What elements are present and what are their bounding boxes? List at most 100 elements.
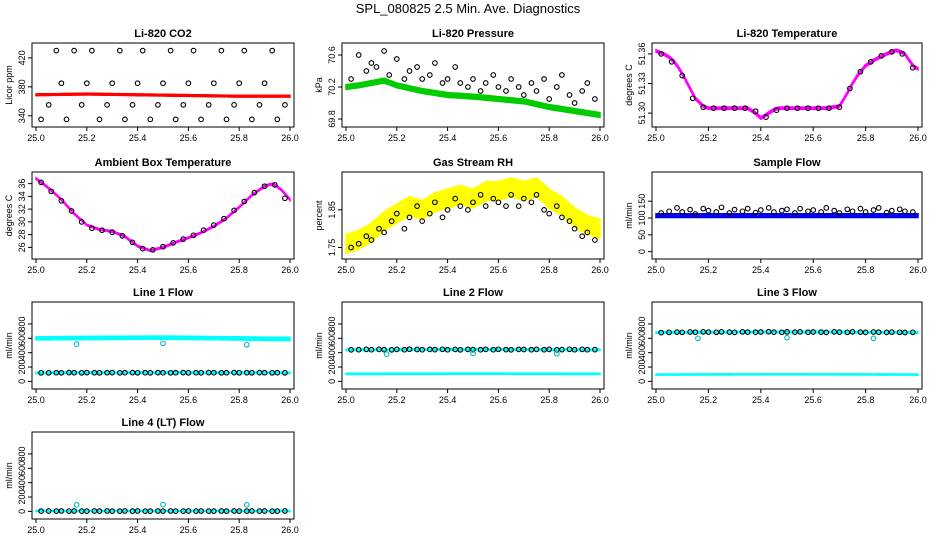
plot-title: Gas Stream RH [433, 157, 513, 169]
data-point [805, 208, 811, 215]
plot-data [655, 48, 919, 121]
data-point [744, 205, 751, 212]
y-tick-label: 400 [17, 345, 27, 360]
data-point [490, 195, 497, 202]
y-axis-label: percent [314, 200, 324, 231]
y-axis-label: Licor ppm [4, 65, 14, 105]
data-point [515, 203, 522, 209]
x-tick-label: 25.2 [78, 265, 96, 275]
data-point [883, 209, 890, 216]
data-point [147, 369, 154, 376]
x-tick-label: 25.2 [388, 265, 406, 275]
data-point [546, 96, 553, 102]
data-point [261, 183, 268, 190]
plot-frame [651, 301, 923, 390]
data-point [134, 80, 141, 87]
data-point [170, 240, 177, 246]
data-point [546, 210, 553, 217]
data-point [48, 188, 55, 195]
data-point [122, 369, 128, 376]
data-point [406, 68, 413, 74]
data-point [823, 329, 830, 336]
data-point [566, 218, 573, 224]
y-tick-label: 32 [17, 204, 27, 214]
data-point [818, 209, 824, 215]
data-point [742, 105, 748, 112]
data-point [700, 329, 707, 335]
x-tick-label: 25.6 [804, 395, 822, 405]
data-point [185, 508, 192, 514]
data-point [444, 346, 451, 353]
data-point [862, 209, 869, 215]
y-axis-label: ml/min [4, 332, 14, 359]
data-point [393, 210, 400, 217]
y-tick-label: 800 [17, 446, 27, 461]
data-point [236, 369, 243, 376]
data-point [109, 508, 116, 514]
data-point [68, 208, 75, 214]
data-point [406, 214, 413, 221]
data-point [784, 329, 790, 335]
y-tick-label: 100 [637, 211, 647, 226]
x-tick-label: 25.0 [27, 525, 45, 535]
data-point [477, 191, 484, 198]
data-point [348, 244, 354, 251]
data-point [180, 236, 187, 242]
x-tick-label: 25.4 [439, 133, 457, 143]
data-point [757, 329, 764, 335]
x-tick-label: 25.6 [180, 265, 198, 275]
data-point [752, 108, 759, 115]
y-tick-label: 600 [327, 331, 337, 346]
data-point [282, 102, 288, 108]
data-point [541, 76, 547, 82]
data-point [797, 205, 803, 212]
data-point [726, 210, 733, 216]
data-point [200, 227, 207, 234]
x-tick-label: 25.0 [647, 133, 665, 143]
data-point [167, 47, 174, 54]
data-point [592, 96, 598, 102]
data-point [870, 335, 877, 342]
data-point [210, 222, 217, 228]
y-axis-label: ml/min [624, 202, 634, 229]
x-tick-label: 25.2 [388, 133, 406, 143]
data-point [119, 233, 126, 239]
data-point [241, 198, 248, 205]
data-point [831, 207, 838, 214]
data-point [160, 80, 166, 87]
x-tick-label: 25.0 [337, 133, 355, 143]
data-point [83, 80, 90, 87]
data-point [705, 329, 712, 335]
data-point [104, 102, 110, 108]
plot-frame [31, 301, 295, 390]
data-point [363, 233, 370, 240]
plot-title: Li-820 CO2 [134, 28, 191, 40]
data-point [705, 207, 712, 214]
data-point [282, 369, 288, 376]
data-point [58, 80, 65, 87]
data-point [571, 100, 578, 106]
data-point [78, 219, 85, 225]
data-point [571, 225, 578, 232]
data-point [45, 508, 52, 514]
x-tick-label: 26.0 [909, 265, 927, 275]
data-point [721, 105, 727, 112]
data-point [160, 508, 166, 514]
plot-data [345, 177, 601, 255]
data-point [89, 225, 95, 232]
plot-frame [651, 171, 923, 260]
data-point [477, 88, 484, 94]
data-point [223, 508, 230, 514]
data-point [495, 346, 502, 353]
data-point [805, 329, 811, 336]
x-tick-label: 25.2 [700, 133, 718, 143]
plot-title: Line 4 (LT) Flow [122, 417, 205, 429]
data-point [679, 72, 686, 79]
data-point [368, 346, 375, 353]
x-tick-label: 25.4 [752, 133, 770, 143]
data-point [457, 346, 464, 353]
y-tick-label: 51.30 [637, 102, 647, 125]
plot-frame [31, 171, 295, 260]
x-tick-label: 25.8 [230, 525, 248, 535]
data-point [221, 215, 227, 222]
